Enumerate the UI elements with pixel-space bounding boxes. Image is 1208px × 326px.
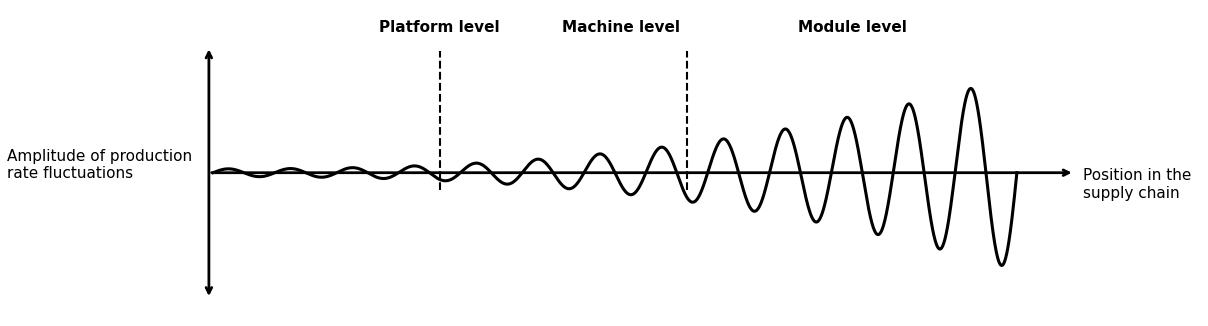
Text: Amplitude of production
rate fluctuations: Amplitude of production rate fluctuation…: [7, 149, 192, 181]
Text: Machine level: Machine level: [562, 20, 680, 35]
Text: Module level: Module level: [797, 20, 906, 35]
Text: Platform level: Platform level: [379, 20, 500, 35]
Text: Position in the
supply chain: Position in the supply chain: [1082, 168, 1191, 200]
